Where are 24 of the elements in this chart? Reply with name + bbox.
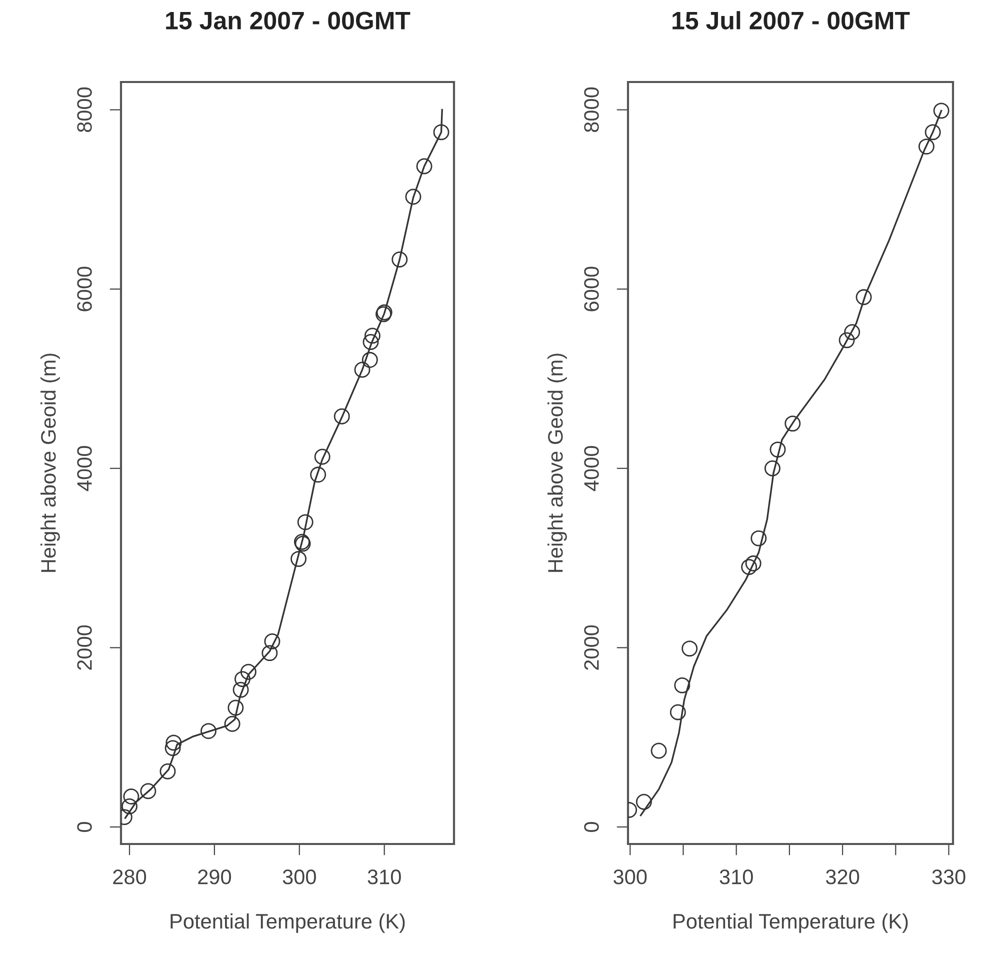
y-tick-label: 0 — [584, 822, 599, 832]
y-axis-title: Height above Geoid (m) — [40, 354, 60, 572]
y-axis-title: Height above Geoid (m) — [547, 354, 567, 572]
y-tick-label: 6000 — [77, 266, 92, 312]
x-tick-label: 330 — [932, 870, 966, 884]
x-tick-label: 290 — [198, 870, 232, 884]
x-tick-label: 300 — [282, 870, 316, 884]
y-tick-label: 2000 — [584, 625, 599, 670]
y-tick-label: 0 — [77, 822, 92, 832]
chart-title: 15 Jan 2007 - 00GMT — [166, 12, 410, 30]
y-tick-label: 8000 — [584, 87, 599, 132]
x-tick-label: 300 — [614, 870, 647, 884]
x-tick-label: 310 — [720, 870, 753, 884]
chart-title: 15 Jul 2007 - 00GMT — [672, 11, 910, 30]
x-axis-title: Potential Temperature (K) — [674, 913, 908, 933]
x-tick-label: 320 — [826, 870, 860, 884]
y-tick-label: 6000 — [584, 266, 599, 312]
x-axis-title: Potential Temperature (K) — [170, 913, 405, 933]
y-tick-label: 4000 — [77, 446, 92, 492]
y-tick-label: 8000 — [77, 87, 92, 132]
y-tick-label: 4000 — [584, 446, 599, 492]
x-tick-label: 280 — [113, 870, 146, 884]
y-tick-label: 2000 — [77, 625, 92, 670]
x-tick-label: 310 — [368, 870, 401, 884]
